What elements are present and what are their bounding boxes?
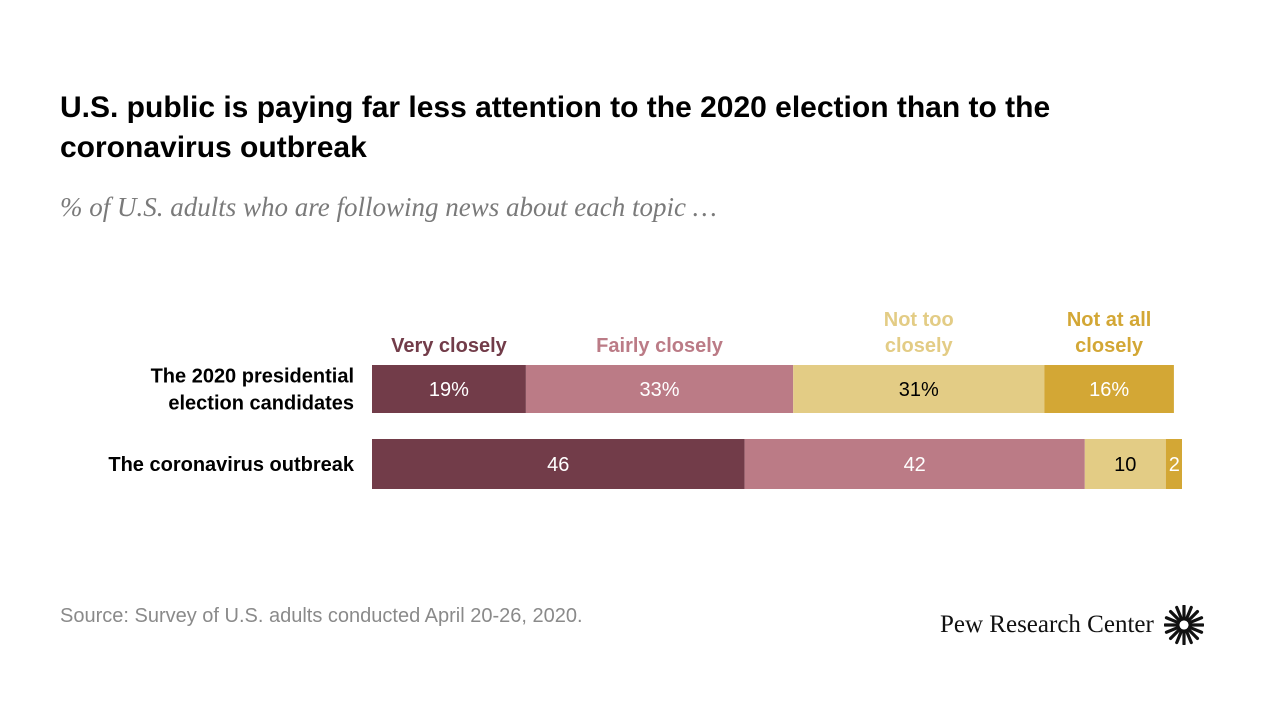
bar-segment xyxy=(793,365,1045,413)
legend-label: Not too closely xyxy=(884,309,954,357)
data-label: 33% xyxy=(640,379,680,401)
bar-segment xyxy=(744,439,1085,489)
bar-segment xyxy=(525,365,794,413)
pew-sunburst-icon xyxy=(1163,605,1204,645)
data-label: 46 xyxy=(547,454,569,476)
category-label: The coronavirus outbreak xyxy=(108,454,354,476)
bar-segment xyxy=(1165,439,1182,489)
source-note: Source: Survey of U.S. adults conducted … xyxy=(60,605,583,627)
data-label: 42 xyxy=(904,454,926,476)
bar-segment xyxy=(372,439,745,489)
category-label: The 2020 presidential election candidates xyxy=(151,366,354,415)
legend-label: Fairly closely xyxy=(596,335,724,357)
data-label: 16% xyxy=(1089,379,1129,401)
data-label: 10 xyxy=(1114,454,1136,476)
legend-label: Not at all closely xyxy=(1067,309,1151,357)
brand-name: Pew Research Center xyxy=(940,611,1154,638)
stacked-bar-chart: The 2020 presidential election candidates… xyxy=(108,309,1182,489)
chart-subtitle: % of U.S. adults who are following news … xyxy=(60,192,717,222)
bar-segment xyxy=(1044,365,1174,413)
data-label: 19% xyxy=(429,379,469,401)
chart-title: U.S. public is paying far less attention… xyxy=(60,91,1051,164)
bar-segment xyxy=(372,365,526,413)
bar-segment xyxy=(1084,439,1166,489)
brand: Pew Research Center xyxy=(940,605,1204,645)
data-label: 2 xyxy=(1169,454,1180,476)
legend-label: Very closely xyxy=(391,335,508,357)
data-label: 31% xyxy=(899,379,939,401)
